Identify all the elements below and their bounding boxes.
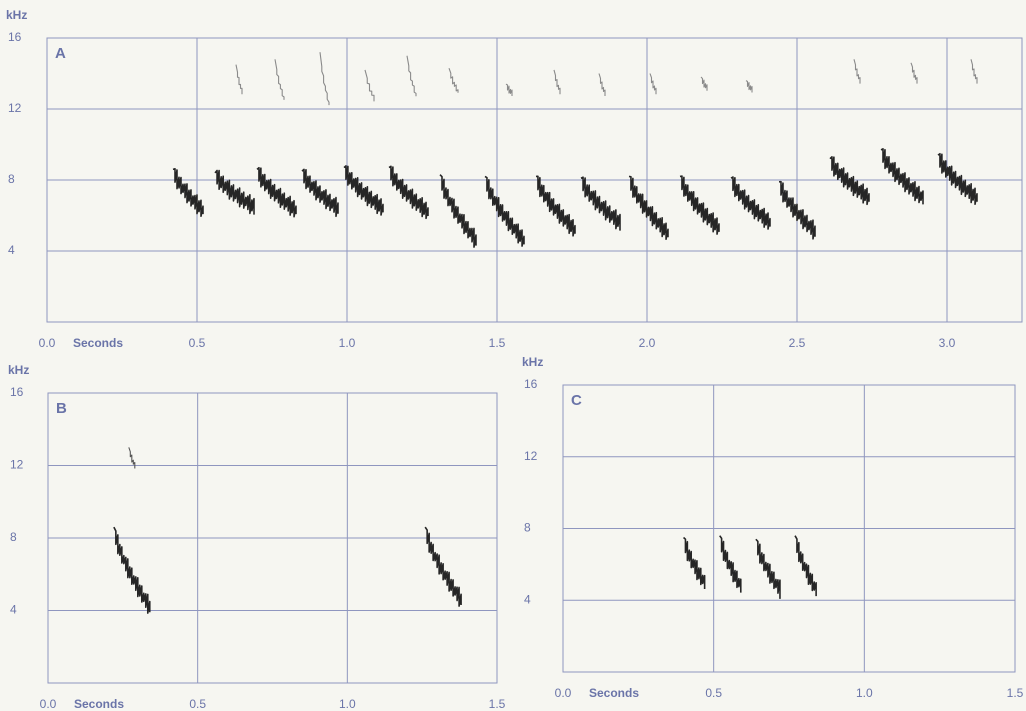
x-tick-label: 0.5 <box>189 697 206 711</box>
syllable <box>580 176 621 231</box>
panel-label: A <box>55 45 66 62</box>
syllable <box>448 67 459 93</box>
syllable <box>910 62 918 84</box>
syllable <box>628 175 669 241</box>
x-tick-label: 1.0 <box>856 686 873 700</box>
syllable <box>439 174 477 248</box>
y-tick-label: 12 <box>524 449 538 463</box>
syllable <box>388 165 429 220</box>
syllable <box>535 175 576 237</box>
syllable <box>829 156 870 206</box>
x-tick-label: 0.0 <box>40 697 57 711</box>
y-tick-label: 4 <box>524 592 531 606</box>
y-tick-label: 4 <box>8 243 15 257</box>
syllable <box>745 80 753 93</box>
y-tick-label: 8 <box>524 521 531 535</box>
syllable <box>424 526 462 607</box>
x-tick-label: 3.0 <box>939 336 956 350</box>
y-tick-label: 8 <box>8 172 15 186</box>
syllable <box>598 73 606 97</box>
x-axis-label: Seconds <box>589 686 639 700</box>
syllable <box>505 83 513 97</box>
syllable <box>730 176 771 230</box>
y-tick-label: 12 <box>8 101 22 115</box>
y-tick-label: 16 <box>10 385 24 399</box>
syllable <box>553 69 561 95</box>
y-tick-label: 12 <box>10 458 24 472</box>
x-axis-label: Seconds <box>74 697 124 711</box>
x-tick-label: 2.5 <box>789 336 806 350</box>
x-tick-label: 0.0 <box>39 336 56 350</box>
syllable <box>319 52 330 106</box>
x-tick-label: 1.0 <box>339 697 356 711</box>
x-tick-label: 1.5 <box>1007 686 1024 700</box>
syllable <box>364 69 375 102</box>
syllable <box>880 148 924 205</box>
syllable <box>755 538 781 599</box>
y-axis-label: kHz <box>6 8 27 22</box>
syllable <box>301 168 339 218</box>
syllable <box>235 64 243 95</box>
syllable <box>343 165 384 216</box>
panel-label: C <box>571 392 582 409</box>
x-tick-label: 0.5 <box>705 686 722 700</box>
syllable <box>937 152 978 206</box>
y-tick-label: 4 <box>10 603 17 617</box>
syllable <box>853 59 861 84</box>
y-axis-label: kHz <box>522 355 543 369</box>
syllable <box>794 535 817 597</box>
y-tick-label: 8 <box>10 530 17 544</box>
syllable <box>256 166 297 218</box>
syllable <box>214 169 255 215</box>
syllable <box>683 536 706 589</box>
syllable <box>172 168 204 218</box>
syllable <box>274 59 285 100</box>
syllable <box>679 175 720 235</box>
syllable <box>778 180 816 240</box>
panel-label: B <box>56 400 67 417</box>
y-axis-label: kHz <box>8 363 29 377</box>
syllable <box>113 526 151 614</box>
syllable <box>700 76 708 91</box>
x-tick-label: 1.0 <box>339 336 356 350</box>
x-tick-label: 1.5 <box>489 697 506 711</box>
syllable <box>128 447 136 469</box>
syllable <box>484 175 525 247</box>
x-tick-label: 0.5 <box>189 336 206 350</box>
x-tick-label: 2.0 <box>639 336 656 350</box>
syllable <box>406 55 417 97</box>
syllable <box>970 59 978 84</box>
x-tick-label: 0.0 <box>555 686 572 700</box>
x-axis-label: Seconds <box>73 336 123 350</box>
x-tick-label: 1.5 <box>489 336 506 350</box>
syllable <box>719 535 742 593</box>
syllable <box>649 73 657 95</box>
y-tick-label: 16 <box>8 30 22 44</box>
y-tick-label: 16 <box>524 377 538 391</box>
